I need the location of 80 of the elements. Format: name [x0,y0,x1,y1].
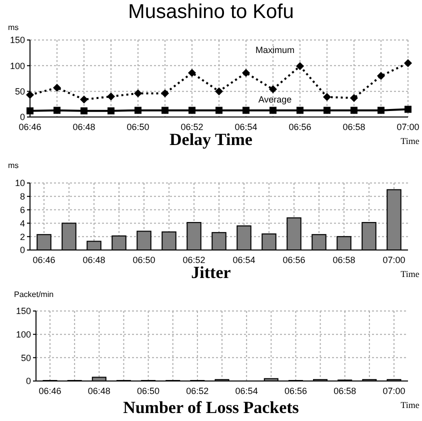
x-tick-label: 06:50 [132,255,156,265]
text: Jitter [191,263,232,282]
point [377,72,385,80]
series-label: Average [258,94,292,104]
y-tick-label: 50 [20,352,31,363]
x-tick-label: 06:56 [288,122,312,132]
y-tick-label: 2 [20,232,25,242]
point [26,107,34,114]
x-tick-label: 06:50 [126,122,150,132]
text: Number of Loss Packets [123,398,300,417]
y-tick-label: 0 [20,112,25,122]
y-axis-title: ms [8,161,19,170]
point [324,106,330,114]
point [53,84,61,92]
point [108,107,114,114]
point [188,68,196,77]
point [404,106,412,113]
y-tick-label: 150 [16,306,31,316]
x-tick-label: 06:52 [182,255,206,265]
point [404,59,412,68]
point [107,92,115,100]
x-tick-label: 06:46 [32,255,56,265]
x-axis-title: Time [400,400,420,410]
point [350,106,358,114]
x-tick-label: 06:46 [38,386,62,396]
chart-title: Musashino to Kofu [128,1,294,23]
point [26,90,34,99]
y-tick-label: 0 [20,245,25,256]
y-tick-label: 8 [20,192,25,202]
point [134,106,142,114]
x-tick-label: 06:54 [232,255,256,265]
x-tick-label: 06:54 [234,122,258,132]
point [161,89,169,98]
x-axis-title: Time [400,269,420,279]
x-tick-label: 07:00 [382,386,406,396]
point [134,89,142,98]
y-tick-label: 4 [20,218,25,228]
y-tick-label: 10 [14,178,25,188]
x-tick-label: 06:56 [282,255,306,265]
x-tick-label: 07:00 [382,255,406,265]
point [215,87,223,96]
x-tick-label: 06:48 [72,122,96,132]
x-tick-label: 06:58 [342,122,366,132]
y-tick-label: 100 [16,329,31,340]
point [296,106,304,114]
x-axis-title: Time [400,136,420,146]
x-tick-label: 06:52 [186,386,209,396]
point [269,85,277,94]
point [216,106,222,114]
x-tick-label: 06:56 [284,386,307,396]
x-tick-label: 06:48 [82,255,106,265]
x-tick-label: 06:58 [334,386,356,396]
point [80,96,88,104]
point [242,68,250,77]
y-tick-label: 100 [10,60,25,71]
point [378,106,384,114]
point [162,106,168,114]
point [296,62,304,70]
x-tick-label: 06:52 [180,122,204,132]
x-tick-label: 07:00 [396,122,420,132]
point [350,94,358,102]
y-axis-title: Packet/min [14,290,54,299]
series-label: Maximum [255,45,295,56]
y-axis-title: ms [8,23,19,32]
y-tick-label: 50 [14,86,25,96]
x-tick-label: 06:58 [332,255,356,265]
point [242,106,250,114]
x-tick-label: 06:50 [137,386,160,396]
y-tick-label: 150 [10,35,25,46]
point [54,106,60,114]
x-tick-label: 06:48 [88,386,110,396]
text: Delay Time [170,130,253,149]
point [323,92,331,101]
point [80,107,88,114]
x-tick-label: 06:54 [235,386,258,396]
y-tick-label: 0 [26,376,31,386]
point [188,106,196,114]
x-tick-label: 06:46 [18,122,42,132]
point [270,106,276,114]
y-tick-label: 6 [20,204,25,215]
